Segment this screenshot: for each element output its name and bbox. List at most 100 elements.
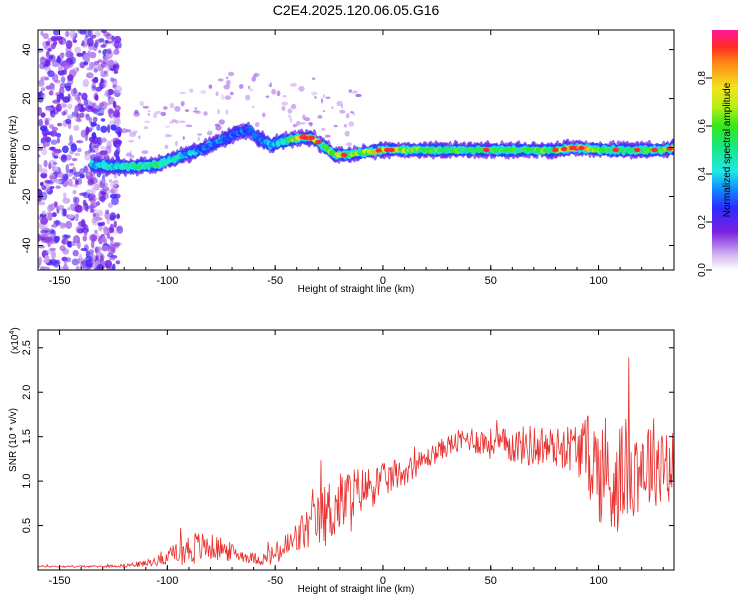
- noise-speckle: [118, 41, 122, 49]
- x-tick-label: -150: [49, 275, 71, 287]
- ridge-peak-cell: [375, 148, 382, 153]
- noise-speckle: [93, 76, 99, 83]
- noise-speckle: [40, 112, 46, 118]
- noise-speckle: [77, 147, 82, 153]
- faint-blob: [174, 120, 179, 124]
- faint-blob: [345, 113, 350, 119]
- noise-speckle: [93, 63, 98, 70]
- noise-speckle: [106, 140, 112, 150]
- faint-blob: [336, 100, 343, 107]
- faint-blob: [174, 105, 181, 112]
- ridge-peak-cell: [634, 147, 641, 153]
- noise-speckle: [100, 61, 108, 68]
- faint-blob: [139, 101, 145, 107]
- noise-speckle: [63, 234, 71, 239]
- noise-speckle: [84, 152, 92, 161]
- noise-speckle: [78, 254, 83, 262]
- ridge-peak-cell: [666, 146, 673, 151]
- faint-blob: [302, 114, 306, 120]
- noise-speckle: [93, 183, 100, 191]
- faint-blob: [344, 130, 350, 137]
- noise-speckle: [50, 43, 56, 50]
- noise-speckle: [39, 56, 46, 64]
- y-tick-label: -40: [21, 238, 33, 254]
- noise-speckle: [49, 130, 58, 137]
- noise-speckle: [113, 151, 119, 158]
- faint-blob: [133, 111, 141, 117]
- noise-speckle: [79, 192, 87, 196]
- ridge-peak-cell: [308, 135, 315, 140]
- noise-speckle: [95, 201, 101, 206]
- x-tick-label: -50: [267, 275, 283, 287]
- noise-speckle: [56, 132, 62, 138]
- noise-speckle: [56, 94, 61, 103]
- noise-speckle: [73, 171, 81, 177]
- noise-speckle: [102, 186, 109, 192]
- noise-speckle: [59, 245, 66, 252]
- faint-blob: [254, 122, 260, 127]
- noise-speckle: [41, 148, 48, 156]
- noise-speckle: [90, 240, 95, 249]
- noise-speckle: [93, 60, 100, 66]
- noise-speckle: [106, 218, 110, 225]
- faint-blob: [217, 108, 220, 115]
- noise-speckle: [85, 259, 93, 268]
- chart-title: C2E4.2025.120.06.05.G16: [273, 2, 440, 18]
- noise-speckle: [55, 180, 62, 184]
- noise-speckle: [107, 59, 115, 69]
- faint-blob: [348, 121, 355, 127]
- noise-speckle: [100, 80, 107, 83]
- y-tick-label: 0: [21, 144, 33, 150]
- noise-speckle: [63, 192, 67, 200]
- ridge-peak-cell: [302, 135, 309, 140]
- noise-speckle: [115, 139, 123, 145]
- noise-speckle: [85, 72, 94, 79]
- x-tick-label: 0: [380, 575, 386, 587]
- noise-speckle: [73, 125, 80, 131]
- faint-blob: [121, 128, 128, 134]
- noise-speckle: [82, 53, 90, 62]
- y-tick-label: 1.0: [21, 473, 33, 488]
- noise-speckle: [81, 40, 85, 47]
- faint-blob: [128, 139, 135, 143]
- noise-speckle: [92, 77, 99, 84]
- noise-speckle: [67, 74, 74, 81]
- snr-multiplier-label: (x104): [9, 327, 21, 354]
- faint-blob: [194, 107, 198, 110]
- noise-speckle: [98, 224, 103, 232]
- noise-speckle: [83, 202, 89, 211]
- ridge-core-cell: [323, 145, 330, 150]
- x-tick-label: -50: [267, 575, 283, 587]
- faint-blob: [299, 122, 307, 125]
- x-tick-label: 0: [380, 275, 386, 287]
- noise-speckle: [53, 30, 60, 36]
- noise-speckle: [103, 70, 109, 75]
- noise-speckle: [89, 208, 95, 213]
- faint-blob: [220, 94, 225, 100]
- noise-speckle: [116, 213, 120, 220]
- noise-speckle: [38, 256, 42, 266]
- noise-speckle: [44, 180, 53, 184]
- faint-blob: [164, 144, 169, 149]
- faint-blob: [206, 130, 213, 136]
- ridge-peak-cell: [483, 147, 490, 153]
- noise-speckle: [106, 232, 111, 239]
- noise-speckle: [59, 222, 67, 229]
- faint-blob: [350, 111, 354, 114]
- faint-blob: [325, 96, 331, 99]
- noise-speckle: [69, 134, 73, 144]
- noise-speckle: [107, 124, 111, 134]
- faint-blob: [154, 110, 161, 115]
- noise-speckle: [113, 173, 118, 179]
- faint-blob: [288, 114, 292, 119]
- faint-blob: [125, 129, 132, 133]
- noise-speckle: [62, 197, 71, 204]
- noise-speckle: [68, 51, 74, 59]
- faint-blob: [138, 135, 141, 140]
- noise-speckle: [66, 114, 74, 119]
- noise-speckle: [112, 179, 119, 184]
- noise-speckle: [87, 105, 92, 110]
- faint-blob: [290, 103, 297, 110]
- spectrogram-noise-layer: [38, 30, 362, 270]
- noise-speckle: [107, 91, 111, 100]
